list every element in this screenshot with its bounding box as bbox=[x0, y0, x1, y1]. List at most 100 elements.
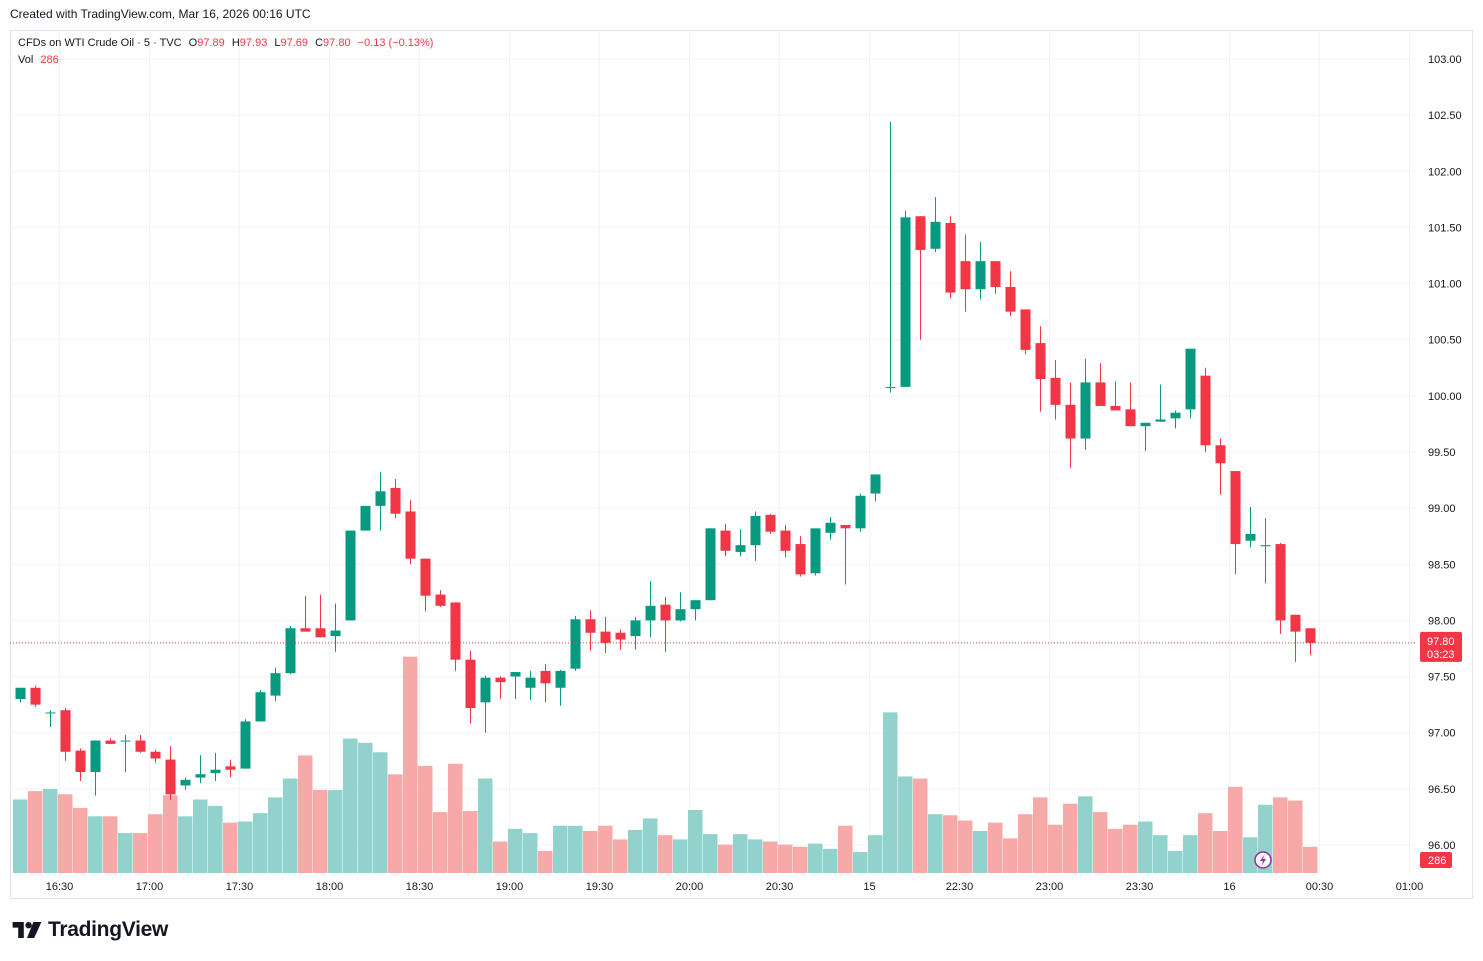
volume-bar bbox=[508, 828, 523, 873]
volume-bar bbox=[1003, 838, 1018, 873]
volume-bar bbox=[1288, 800, 1303, 873]
candle-body bbox=[1050, 377, 1061, 405]
volume-bar bbox=[1213, 831, 1228, 873]
candle-body bbox=[390, 487, 401, 514]
candle-body bbox=[660, 604, 671, 621]
candle-body bbox=[450, 602, 461, 660]
candle-body bbox=[1245, 533, 1256, 541]
lightning-icon-bolt bbox=[1260, 854, 1266, 866]
candle-body bbox=[870, 474, 881, 494]
candle-body bbox=[1065, 404, 1076, 439]
volume-badge bbox=[1420, 852, 1452, 868]
volume-bar bbox=[403, 656, 418, 873]
tradingview-logo-icon bbox=[12, 922, 42, 938]
time-tick-label: 16 bbox=[1223, 881, 1235, 893]
candle-body bbox=[735, 545, 746, 552]
volume-bar bbox=[493, 841, 508, 873]
price-tick-label: 103.00 bbox=[1428, 54, 1462, 66]
volume-bar bbox=[208, 805, 223, 873]
volume-bar bbox=[553, 825, 568, 873]
candle-body bbox=[1260, 545, 1271, 547]
time-tick-label: 18:30 bbox=[406, 881, 434, 893]
time-tick-label: 20:00 bbox=[676, 881, 704, 893]
price-tick-label: 99.50 bbox=[1428, 447, 1456, 459]
candle-body bbox=[330, 630, 341, 637]
time-tick-label: 18:00 bbox=[316, 881, 344, 893]
time-tick-label: 20:30 bbox=[766, 881, 794, 893]
candle-body bbox=[705, 528, 716, 601]
price-tick-label: 96.00 bbox=[1428, 840, 1456, 852]
volume-bar bbox=[463, 811, 478, 873]
candle-body bbox=[1125, 409, 1136, 427]
volume-bar bbox=[613, 839, 628, 873]
candle-body bbox=[1005, 286, 1016, 312]
created-caption: Created with TradingView.com, Mar 16, 20… bbox=[10, 7, 311, 21]
volume-bar bbox=[313, 790, 328, 873]
legend-h-value: 97.93 bbox=[239, 37, 268, 49]
time-tick-label: 00:30 bbox=[1306, 881, 1334, 893]
volume-bar bbox=[733, 834, 748, 873]
volume-bar bbox=[583, 831, 598, 873]
candle-body bbox=[1275, 544, 1286, 621]
volume-badge-value: 286 bbox=[1428, 855, 1446, 867]
candle-body bbox=[105, 740, 116, 744]
time-tick-label: 17:00 bbox=[136, 881, 164, 893]
candle-body bbox=[945, 222, 956, 293]
legend-h-label: H bbox=[231, 37, 240, 49]
candle-body bbox=[1095, 382, 1106, 406]
price-tick-label: 97.50 bbox=[1428, 672, 1456, 684]
legend-c-label: C bbox=[315, 37, 324, 49]
candle-body bbox=[210, 769, 221, 774]
volume-bar bbox=[1198, 813, 1213, 873]
volume-bar bbox=[448, 763, 463, 873]
candle-body bbox=[150, 751, 161, 759]
volume-bar bbox=[853, 852, 868, 873]
tradingview-logo[interactable]: TradingView bbox=[12, 918, 168, 942]
candle-body bbox=[600, 631, 611, 643]
candle-body bbox=[15, 687, 26, 699]
candle-body bbox=[675, 609, 686, 621]
candle-body bbox=[1200, 375, 1211, 446]
legend-symbol[interactable]: CFDs on WTI Crude Oil · 5 · TVC bbox=[18, 37, 182, 49]
candle-body bbox=[90, 740, 101, 772]
time-tick-label: 19:00 bbox=[496, 881, 524, 893]
volume-bar bbox=[178, 816, 193, 873]
volume-bar bbox=[88, 816, 103, 873]
candle-body bbox=[375, 491, 386, 506]
volume-bar bbox=[133, 833, 148, 873]
candle-body bbox=[180, 779, 191, 786]
candle-body bbox=[1020, 309, 1031, 350]
candle-body bbox=[60, 710, 71, 752]
legend-o-label: O bbox=[188, 37, 198, 49]
volume-bar bbox=[763, 841, 778, 873]
volume-bar bbox=[748, 839, 763, 873]
candle-body bbox=[435, 594, 446, 606]
legend-vol-label[interactable]: Vol bbox=[18, 54, 34, 66]
last-price-countdown: 03:23 bbox=[1427, 649, 1455, 661]
candle-body bbox=[765, 514, 776, 532]
time-tick-label: 23:00 bbox=[1036, 881, 1064, 893]
candle-body bbox=[570, 619, 581, 669]
volume-bar bbox=[718, 844, 733, 873]
candle-body bbox=[930, 221, 941, 249]
volume-bar bbox=[928, 814, 943, 873]
price-tick-label: 101.50 bbox=[1428, 222, 1462, 234]
candle-body bbox=[555, 670, 566, 688]
candle-body bbox=[30, 687, 41, 705]
candle-body bbox=[525, 677, 536, 688]
candle-body bbox=[360, 505, 371, 531]
volume-bar bbox=[253, 813, 268, 873]
time-tick-label: 19:30 bbox=[586, 881, 614, 893]
volume-bar bbox=[148, 814, 163, 873]
candle-body bbox=[285, 628, 296, 674]
volume-bar bbox=[13, 799, 28, 873]
chart-frame bbox=[10, 30, 1473, 899]
candle-body bbox=[615, 632, 626, 640]
volume-bar bbox=[478, 778, 493, 873]
volume-bar bbox=[1093, 812, 1108, 873]
time-tick-label: 22:30 bbox=[946, 881, 974, 893]
legend-l-label: L bbox=[274, 37, 281, 49]
candle-body bbox=[195, 774, 206, 778]
volume-bar bbox=[388, 774, 403, 873]
